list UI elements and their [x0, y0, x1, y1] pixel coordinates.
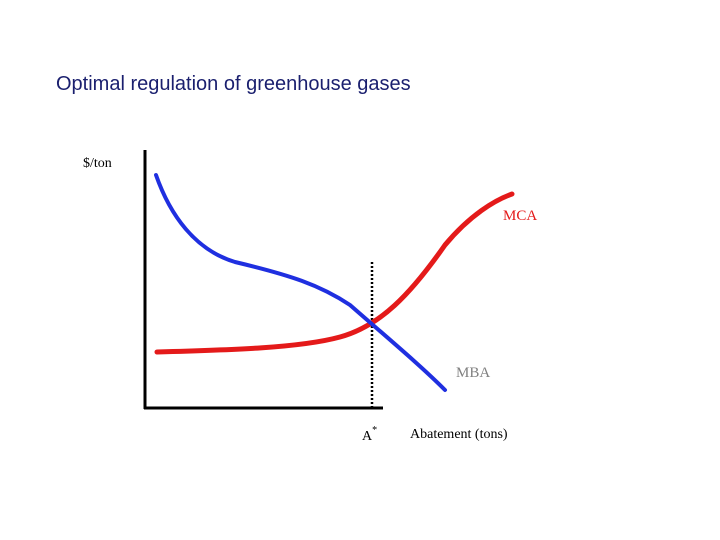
- mca-curve: [154, 191, 515, 355]
- optimum-label: A*: [362, 425, 377, 444]
- mba-label: MBA: [456, 365, 490, 381]
- x-axis-label: Abatement (tons): [410, 427, 508, 442]
- optimum-letter: A: [362, 429, 373, 444]
- mca-label: MCA: [503, 208, 537, 224]
- optimum-superscript: *: [372, 425, 377, 436]
- y-axis-label: $/ton: [83, 156, 112, 171]
- slide-title: Optimal regulation of greenhouse gases: [56, 73, 411, 95]
- mba-curve: [154, 173, 447, 392]
